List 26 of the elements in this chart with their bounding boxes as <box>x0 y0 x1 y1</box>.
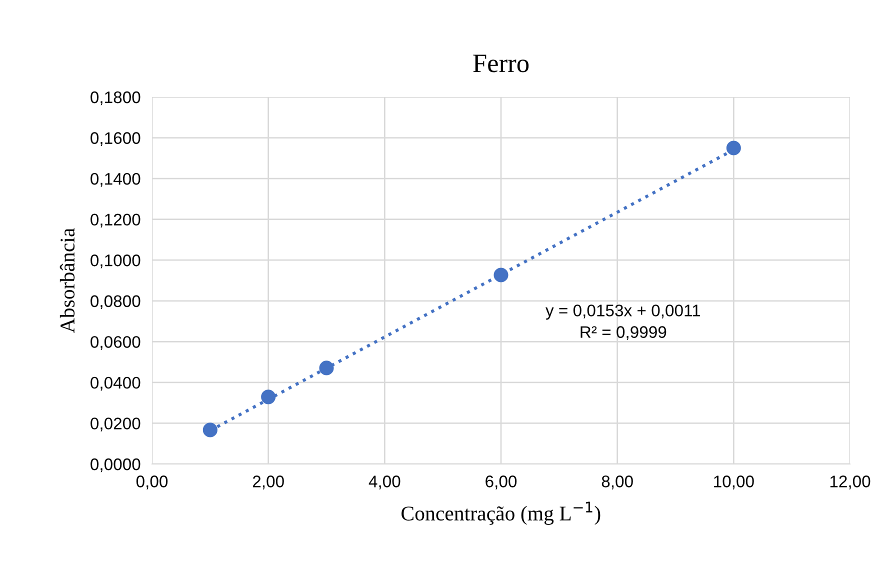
y-tick-label: 0,0800 <box>90 295 140 310</box>
y-tick-label: 0,0400 <box>90 376 140 391</box>
x-tick-label: 0,00 <box>136 476 168 490</box>
x-tick-label: 10,00 <box>714 476 754 490</box>
point <box>261 390 276 404</box>
y-tick-label: 0,0600 <box>90 336 140 350</box>
point <box>726 140 741 156</box>
x-axis-title: Concentração (mg L$^{−1}$) <box>402 502 600 525</box>
x-tick-label: 12,00 <box>830 476 870 490</box>
y-tick-label: 0,1400 <box>90 172 140 187</box>
x-tick-label: 6,00 <box>486 476 517 490</box>
y-tick-label: 0,1200 <box>90 214 140 228</box>
x-tick-label: 2,00 <box>252 476 284 490</box>
point <box>494 268 508 282</box>
annotation: y = 0,0153x + 0,0011 R² = 0,9999 <box>546 304 700 340</box>
y-tick-label: 0,1600 <box>90 132 140 146</box>
x-tick-label: 4,00 <box>368 476 400 490</box>
y-tick-label: 0,0200 <box>90 418 140 432</box>
y-tick-label: 0,1000 <box>90 254 140 268</box>
y-tick-label: 0,1800 <box>90 91 140 106</box>
x-tick-label: 8,00 <box>602 476 633 490</box>
chart-title: Ferro <box>473 54 529 72</box>
point <box>202 422 218 438</box>
y-tick-label: 0,0000 <box>90 458 140 472</box>
y-axis-title: Absorbância <box>60 228 75 333</box>
point <box>319 360 334 376</box>
